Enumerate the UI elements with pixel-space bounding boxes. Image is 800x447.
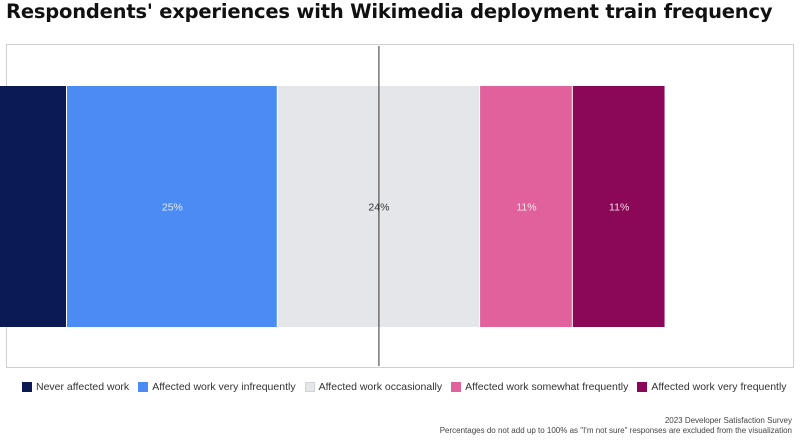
bar-segment-5 bbox=[572, 86, 665, 327]
legend-item-5: Affected work very frequently bbox=[637, 381, 787, 393]
bar-segment-1 bbox=[0, 86, 67, 327]
legend-swatch bbox=[637, 382, 648, 392]
legend-swatch bbox=[138, 382, 149, 392]
legend-swatch bbox=[451, 382, 462, 392]
legend-label: Affected work occasionally bbox=[318, 381, 443, 393]
legend-swatch bbox=[304, 382, 315, 392]
legend-label: Affected work very frequently bbox=[651, 381, 787, 393]
legend-label: Never affected work bbox=[36, 381, 130, 393]
legend-label: Affected work somewhat frequently bbox=[465, 381, 629, 393]
data-label-2: 25% bbox=[162, 202, 183, 214]
source-note: 2023 Developer Satisfaction Survey bbox=[664, 416, 792, 425]
chart-title: Respondents' experiences with Wikimedia … bbox=[6, 0, 773, 23]
bar-segment-4 bbox=[480, 86, 572, 327]
legend-label: Affected work very infrequently bbox=[152, 381, 296, 393]
data-label-5: 11% bbox=[609, 202, 629, 214]
bar-segment-3 bbox=[277, 86, 480, 327]
chart-footer: 2023 Developer Satisfaction Survey Perce… bbox=[440, 416, 792, 436]
legend-item-2: Affected work very infrequently bbox=[138, 381, 296, 393]
legend-item-4: Affected work somewhat frequently bbox=[451, 381, 628, 393]
data-label-4: 11% bbox=[516, 202, 536, 214]
legend-item-3: Affected work occasionally bbox=[304, 381, 443, 393]
bar-segment-2 bbox=[67, 86, 277, 327]
percentage-note: Percentages do not add up to 100% as "I'… bbox=[439, 426, 792, 435]
legend-item-1: Never affected work bbox=[22, 381, 129, 393]
legend-swatch bbox=[22, 382, 32, 392]
legend: Never affected work Affected work very in… bbox=[22, 380, 796, 394]
